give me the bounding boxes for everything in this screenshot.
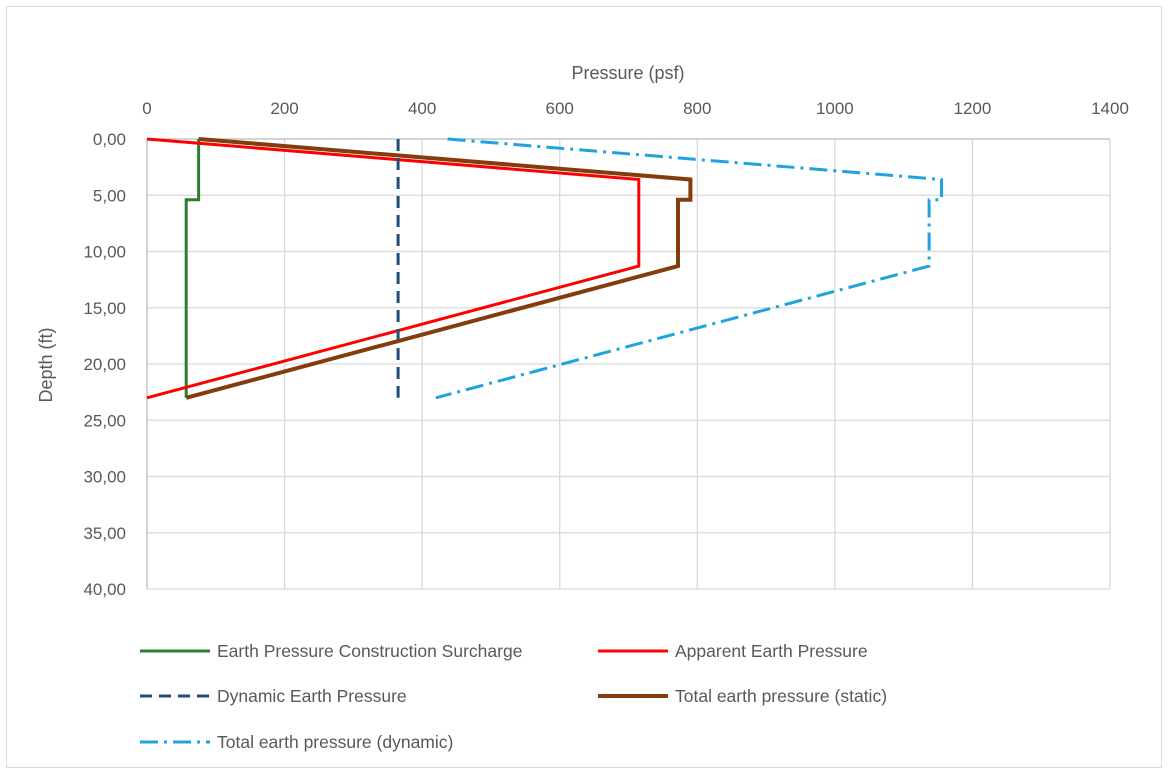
y-tick-label: 10,00 <box>83 243 126 262</box>
legend-item-2: Apparent Earth Pressure <box>598 641 868 661</box>
legend-item-5: Total earth pressure (dynamic) <box>140 732 453 752</box>
series-lines <box>146 137 943 400</box>
legend-label: Dynamic Earth Pressure <box>217 686 407 706</box>
chart-frame <box>6 6 1162 768</box>
legend-label: Total earth pressure (static) <box>675 686 887 706</box>
legend: Earth Pressure Construction Surcharge App… <box>140 641 887 752</box>
x-axis-title: Pressure (psf) <box>571 63 684 83</box>
x-tick-label: 1000 <box>816 99 854 118</box>
legend-label: Apparent Earth Pressure <box>675 641 868 661</box>
series-line-5 <box>435 137 943 400</box>
x-tick-label: 200 <box>270 99 298 118</box>
x-tick-label: 400 <box>408 99 436 118</box>
y-tick-label: 35,00 <box>83 524 126 543</box>
y-tick-label: 25,00 <box>83 411 126 430</box>
series-line-1 <box>184 139 201 398</box>
y-tick-label: 40,00 <box>83 580 126 599</box>
y-tick-labels: 0,00 5,00 10,00 15,00 20,00 25,00 30,00 35,00 40… <box>83 130 126 599</box>
x-tick-label: 1200 <box>954 99 992 118</box>
legend-label: Total earth pressure (dynamic) <box>217 732 453 752</box>
legend-item-3: Dynamic Earth Pressure <box>140 686 407 706</box>
x-tick-labels: 0 200 400 600 800 1000 1200 1400 <box>142 99 1129 118</box>
y-tick-label: 30,00 <box>83 468 126 487</box>
y-tick-label: 15,00 <box>83 299 126 318</box>
y-tick-label: 0,00 <box>93 130 126 149</box>
legend-item-4: Total earth pressure (static) <box>598 686 887 706</box>
x-tick-label: 800 <box>683 99 711 118</box>
x-tick-label: 0 <box>142 99 151 118</box>
x-tick-label: 1400 <box>1091 99 1129 118</box>
series-line-4 <box>185 137 693 400</box>
legend-item-1: Earth Pressure Construction Surcharge <box>140 641 522 661</box>
legend-label: Earth Pressure Construction Surcharge <box>217 641 522 661</box>
x-tick-label: 600 <box>546 99 574 118</box>
y-tick-label: 5,00 <box>93 186 126 205</box>
series-line-2 <box>146 137 641 400</box>
y-axis-title: Depth (ft) <box>36 327 56 402</box>
y-tick-label: 20,00 <box>83 355 126 374</box>
gridlines <box>146 138 1111 590</box>
